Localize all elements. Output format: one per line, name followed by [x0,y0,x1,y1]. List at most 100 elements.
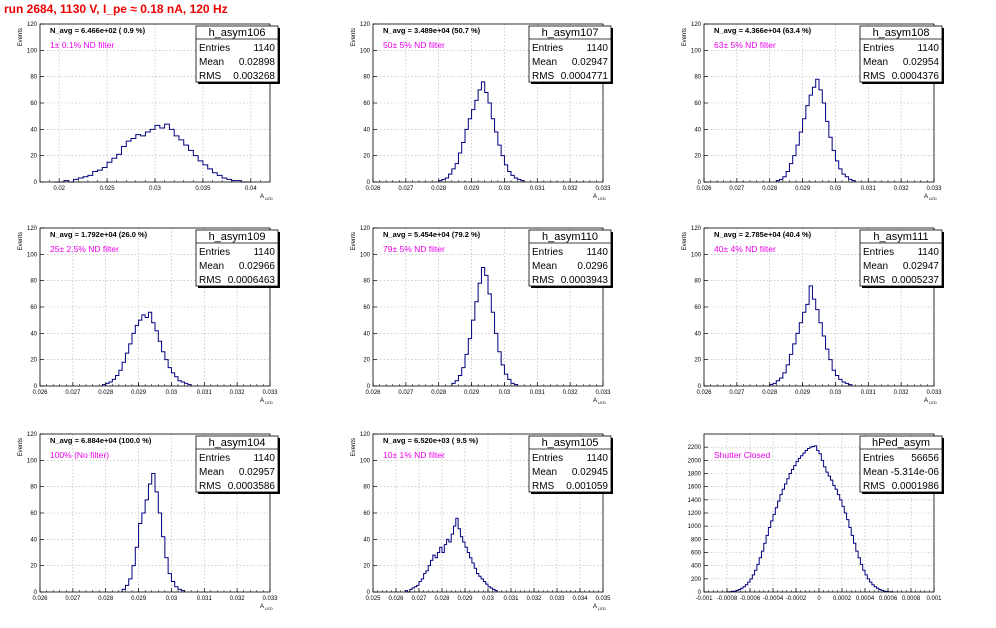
filter-label: 63± 5% ND filter [714,40,776,50]
y-tick-label: 20 [363,564,370,570]
y-tick-label: 120 [27,226,38,232]
histogram-panel-h_asym106: 0.02 0.025 0.03 0.035 0.04 0 20 40 60 80 100 120 Eve… [12,18,328,218]
x-tick-label: 0.03 [482,596,494,602]
stats-label-rms: RMS [863,71,886,82]
y-tick-label: 120 [360,432,371,438]
x-axis-title-subscript: LED [598,606,606,611]
y-tick-label: 80 [30,75,37,81]
x-tick-label: 0.001 [926,596,942,602]
y-tick-label: 1400 [688,498,702,504]
stats-value-mean: 0.02966 [239,261,276,272]
y-tick-label: 80 [694,279,701,285]
filter-label: 79± 5% ND filter [383,244,445,254]
y-tick-label: 60 [363,511,370,517]
stats-value-mean: 0.02898 [239,57,276,68]
histogram-series [54,123,251,183]
filter-label: 40± 4% ND filter [714,244,776,254]
x-tick-label: 0.027 [398,186,414,192]
stats-label-entries: Entries [199,453,230,464]
histogram-panel-h_asym105: 0.025 0.026 0.027 0.028 0.029 0.03 0.031 0.032 0… [345,428,661,628]
x-tick-label: 0.02 [53,186,65,192]
filter-label: 50± 5% ND filter [383,40,445,50]
stats-value-entries: 1140 [253,247,275,258]
stats-box-title: h_asym111 [873,231,928,243]
stats-box: h_asym109 Entries 1140 Mean 0.02966 RMS 0.0006… [195,229,280,288]
y-tick-label: 800 [691,537,702,543]
stats-value-entries: 1140 [586,247,608,258]
stats-value-mean: 0.02957 [239,467,276,478]
stats-label-mean: Mean [863,57,888,68]
x-tick-label: 0.031 [861,390,877,396]
histogram-series [101,311,192,386]
y-tick-label: 20 [363,154,370,160]
stats-value-mean: -5.314e-06 [891,467,940,478]
x-axis-title-subscript: LED [929,196,937,201]
x-tick-label: 0.028 [762,390,778,396]
x-tick-label: 0.031 [197,390,213,396]
x-tick-label: 0.029 [131,596,147,602]
y-tick-label: 100 [360,458,371,464]
x-axis-title: A [924,398,928,404]
x-tick-label: 0.027 [65,390,81,396]
x-tick-label: 0.032 [563,186,579,192]
y-tick-label: 100 [27,48,38,54]
stats-value-mean: 0.0296 [577,261,608,272]
page-title: run 2684, 1130 V, I_pe ≈ 0.18 nA, 120 Hz [4,2,228,16]
stats-label-mean: Mean [863,467,888,478]
x-tick-label: 0.027 [411,596,427,602]
histogram-panel-h_asym107: 0.026 0.027 0.028 0.029 0.03 0.031 0.032 0.033 0… [345,18,661,218]
y-axis-title: Events [18,28,24,46]
stats-box-frame [195,229,279,287]
y-tick-label: 40 [30,537,37,543]
stats-value-mean: 0.02947 [903,261,940,272]
filter-label: 10± 1% ND filter [383,450,445,460]
x-tick-label: -0.001 [695,596,713,602]
y-tick-label: 60 [694,101,701,107]
y-tick-label: 60 [694,305,701,311]
stats-label-rms: RMS [863,481,886,492]
x-tick-label: 0.027 [398,390,414,396]
y-tick-label: 100 [27,458,38,464]
stats-box-title: h_asym106 [209,27,266,39]
histogram-series [775,78,856,182]
x-tick-label: 0.028 [434,596,450,602]
x-tick-label: 0.03 [166,390,178,396]
y-tick-label: 60 [30,511,37,517]
x-tick-label: 0.032 [230,596,246,602]
x-tick-label: 0.026 [696,390,712,396]
histogram-panel-h_asym111: 0.026 0.027 0.028 0.029 0.03 0.031 0.032 0.033 0… [676,222,992,422]
x-tick-label: 0.031 [197,596,213,602]
y-tick-label: 100 [360,252,371,258]
y-tick-label: 600 [691,551,702,557]
stats-label-rms: RMS [532,71,555,82]
stats-label-entries: Entries [532,453,563,464]
y-tick-label: 40 [30,127,37,133]
y-tick-label: 0 [698,180,702,186]
histogram-svg: 0.026 0.027 0.028 0.029 0.03 0.031 0.032 0.033 0… [18,432,280,611]
x-tick-label: 0.026 [388,596,404,602]
x-tick-label: 0.028 [431,390,447,396]
x-tick-label: 0.027 [65,596,81,602]
histogram-svg: 0.026 0.027 0.028 0.029 0.03 0.031 0.032 0.033 0… [682,22,944,201]
histogram-panel-hPed_asym: -0.001 -0.0008 -0.0006 -0.0004 -0.0002 0 0.000… [676,428,992,628]
x-axis-title: A [260,194,264,200]
x-axis-title-subscript: LED [598,400,606,405]
stats-label-mean: Mean [199,261,224,272]
x-tick-label: 0.03 [149,186,161,192]
y-tick-label: 60 [363,305,370,311]
stats-label-entries: Entries [532,247,563,258]
y-tick-label: 120 [691,22,702,28]
x-tick-label: 0.033 [262,596,278,602]
y-tick-label: 100 [691,252,702,258]
x-tick-label: 0.034 [572,596,588,602]
y-tick-label: 60 [30,101,37,107]
stats-value-rms: 0.0005237 [892,275,940,286]
y-tick-label: 1600 [688,485,702,491]
y-tick-label: 80 [363,75,370,81]
y-axis-title: Events [351,438,357,456]
histogram-svg: 0.026 0.027 0.028 0.029 0.03 0.031 0.032 0.033 0… [351,22,613,201]
x-axis-title-subscript: LED [598,196,606,201]
stats-label-mean: Mean [532,261,557,272]
x-tick-label: 0.0002 [833,596,852,602]
stats-box-frame [528,25,612,83]
